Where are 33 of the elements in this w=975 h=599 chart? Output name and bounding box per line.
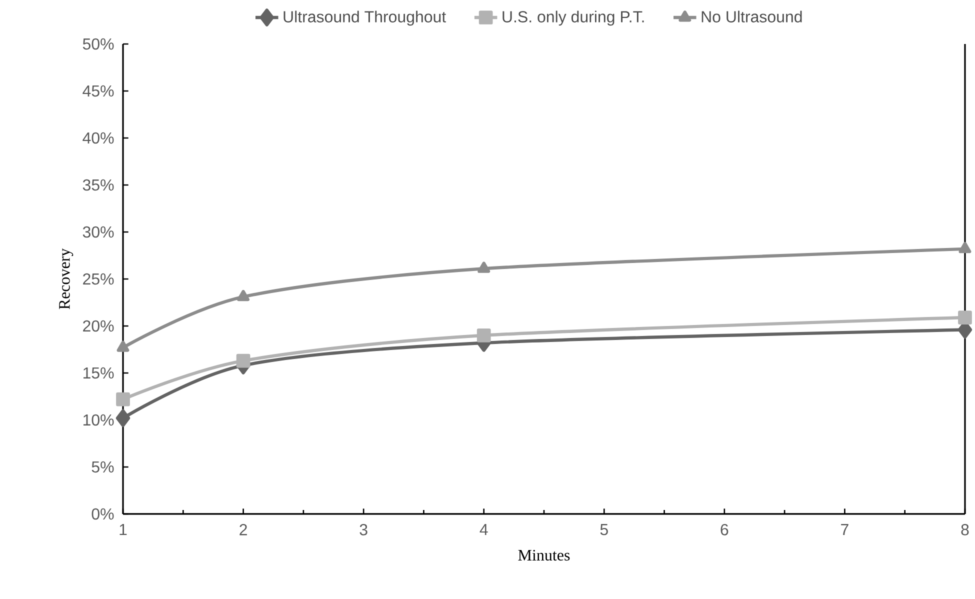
y-tick-label: 45% <box>82 85 114 97</box>
x-tick-label: 4 <box>480 524 488 536</box>
y-tick-label: 50% <box>82 38 114 50</box>
x-tick-label: 5 <box>600 524 608 536</box>
y-axis-title: Recovery <box>59 248 74 310</box>
point <box>116 340 130 352</box>
legend-label: Ultrasound Throughout <box>284 10 446 26</box>
y-tick-label: 30% <box>82 226 114 238</box>
point <box>476 328 491 342</box>
y-tick-label: 20% <box>83 320 114 332</box>
legend-label: U.S. only during P.T. <box>502 10 644 26</box>
y-tick-label: 10% <box>83 414 114 426</box>
x-tick-label: 3 <box>360 524 368 536</box>
point <box>116 409 130 428</box>
x-axis-title: Minutes <box>518 550 570 561</box>
point <box>478 262 490 273</box>
x-tick-label: 6 <box>720 524 728 536</box>
y-tick-label: 0% <box>92 508 114 520</box>
y-tick-label: 15% <box>83 367 114 379</box>
y-tick-label: 35% <box>82 179 114 191</box>
point <box>958 242 972 254</box>
point <box>116 392 130 406</box>
x-tick-label: 7 <box>841 524 848 536</box>
point <box>236 354 250 368</box>
y-tick-label: 40% <box>82 132 114 144</box>
x-tick-label: 8 <box>961 524 969 536</box>
x-tick-label: 1 <box>120 524 127 536</box>
y-tick-label: 5% <box>92 461 114 473</box>
point <box>958 310 972 324</box>
legend-label: No Ultrasound <box>702 10 802 22</box>
y-tick-label: 25% <box>83 273 114 285</box>
point <box>237 290 250 302</box>
x-tick-label: 2 <box>240 524 247 536</box>
